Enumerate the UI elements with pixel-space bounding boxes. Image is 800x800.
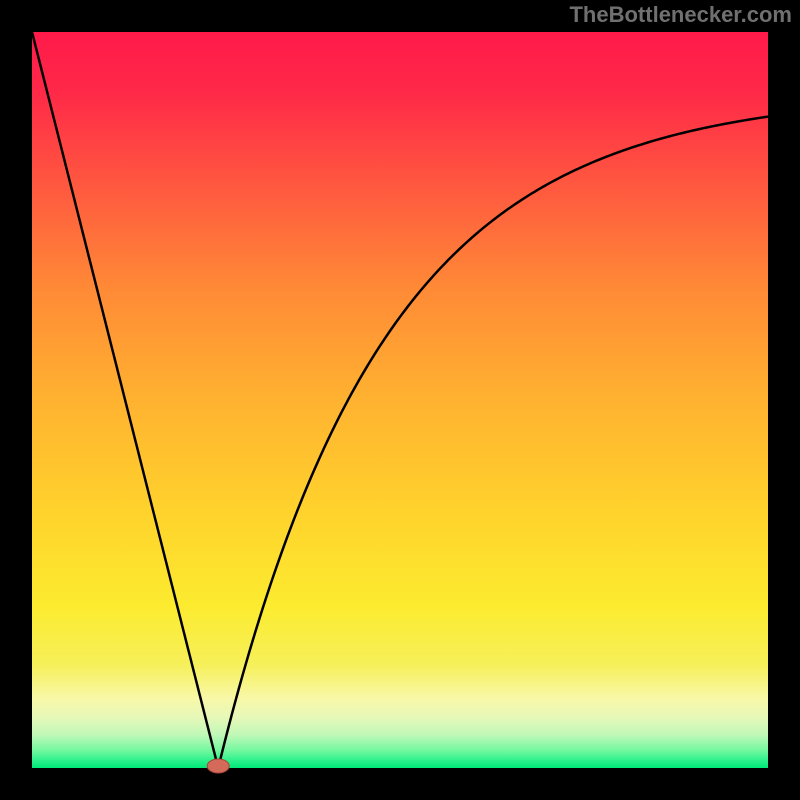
optimal-marker [207, 759, 229, 773]
watermark-label: TheBottlenecker.com [569, 2, 792, 28]
bottleneck-chart [0, 0, 800, 800]
chart-background [32, 32, 768, 768]
